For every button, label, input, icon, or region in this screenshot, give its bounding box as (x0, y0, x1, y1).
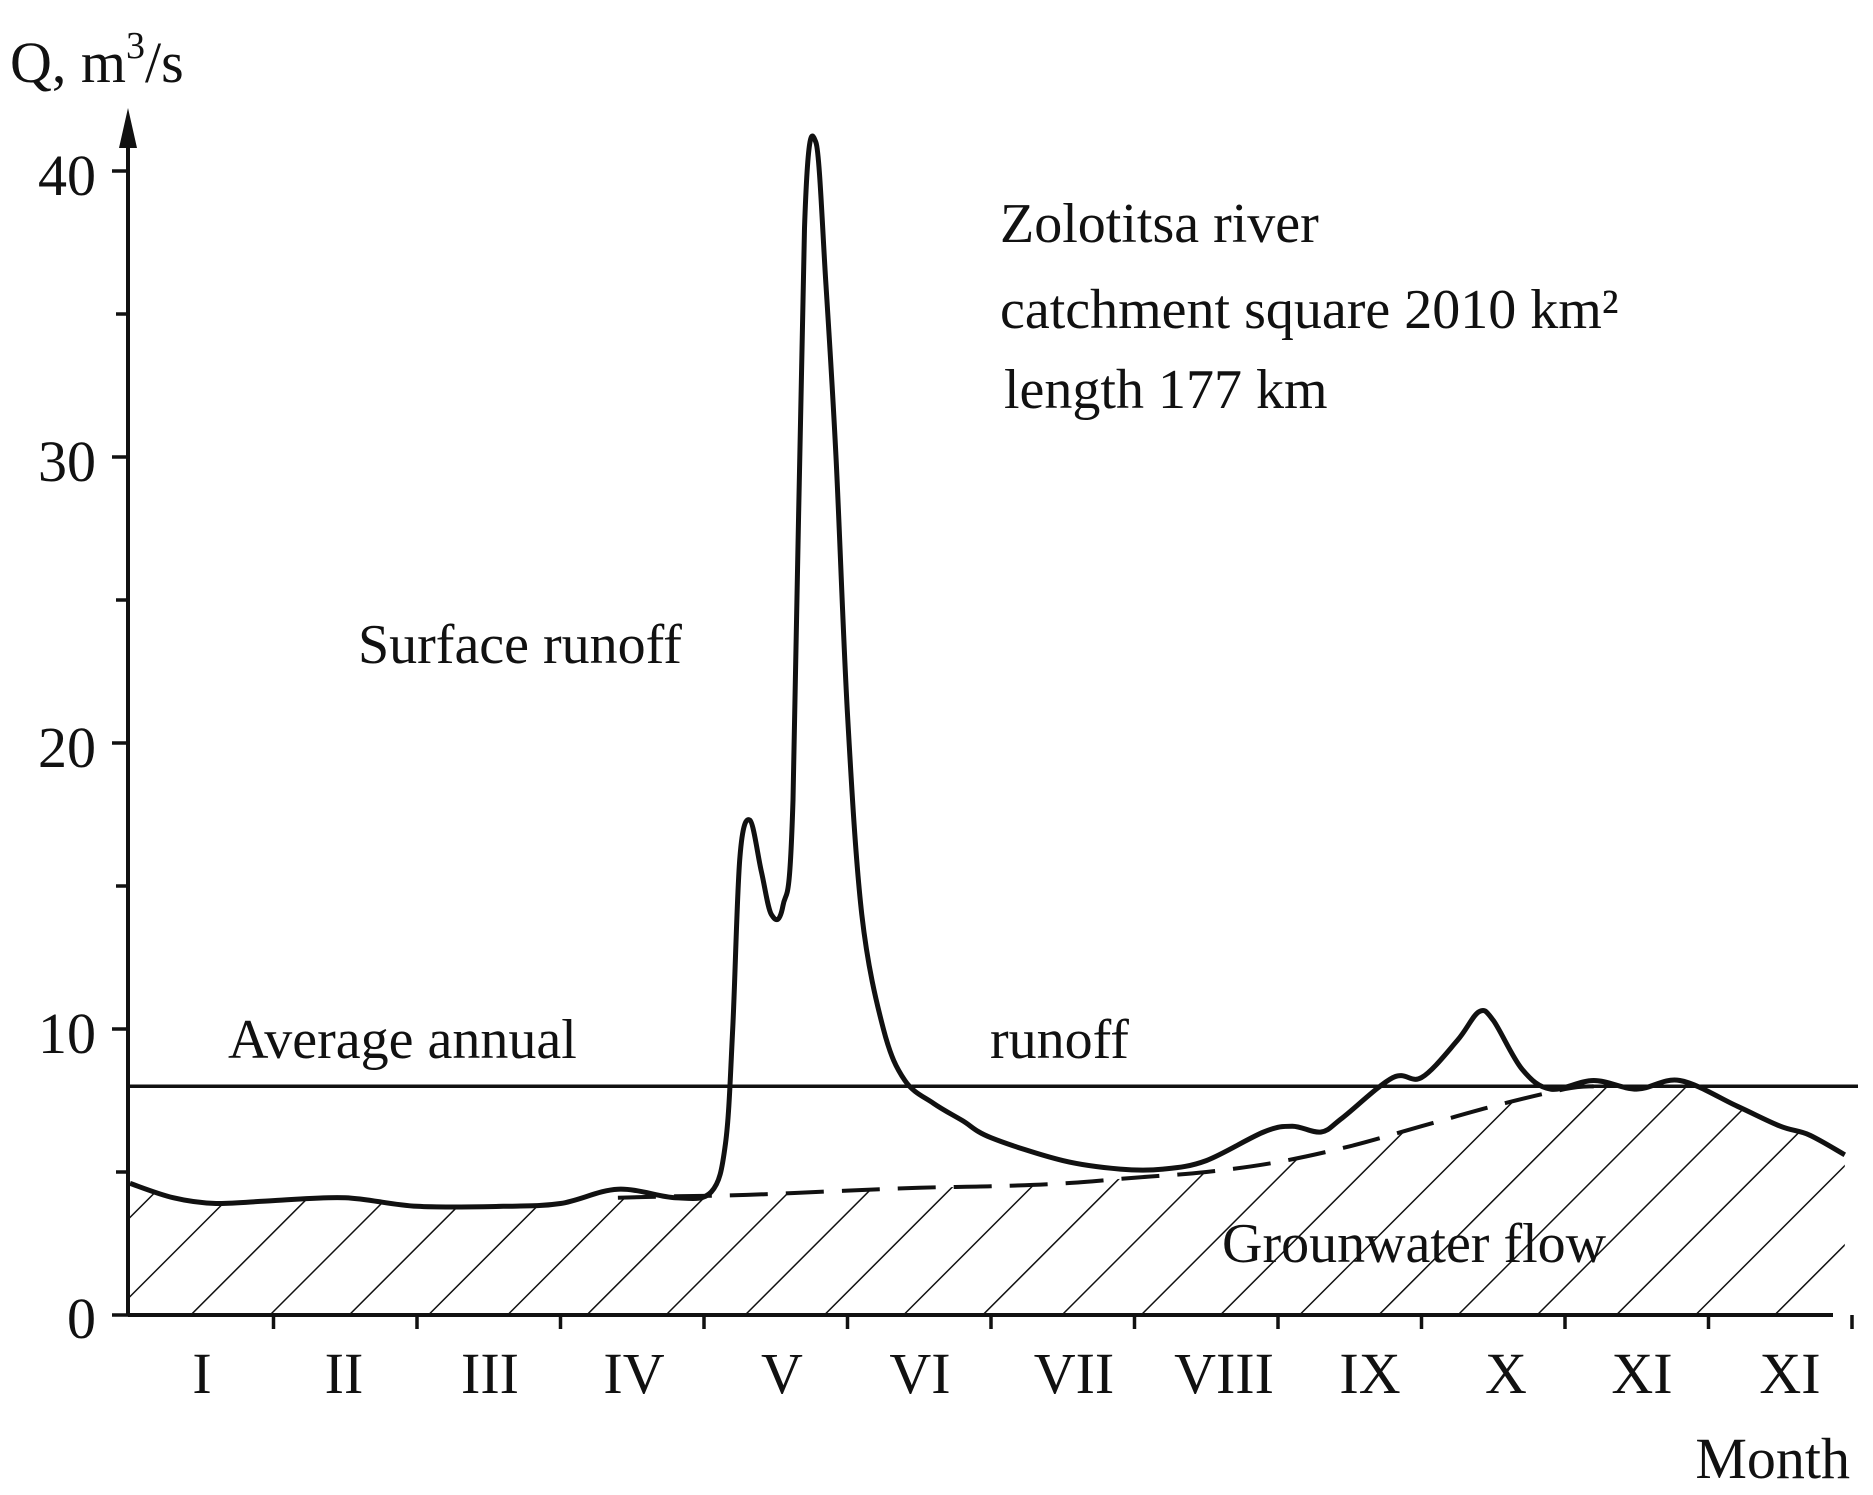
surface-runoff-label: Surface runoff (358, 614, 682, 676)
y-tick-label-20: 20 (38, 715, 96, 780)
y-tick-label-0: 0 (67, 1286, 96, 1351)
y-tick-label-30: 30 (38, 429, 96, 494)
x-axis-label: Month (1695, 1426, 1850, 1491)
runoff-label: runoff (990, 1009, 1129, 1071)
chart-title: Zolotitsa river (1000, 193, 1319, 255)
x-tick-label-8: VIII (1174, 1341, 1274, 1406)
x-tick-label-3: III (461, 1341, 519, 1406)
catchment-area-label: catchment square 2010 km² (1000, 279, 1619, 341)
x-ticks (271, 1315, 1854, 1329)
x-tick-label-11: XI (1611, 1341, 1672, 1406)
y-axis-label: Q, m3/s (10, 25, 184, 95)
x-tick-label-7: VII (1034, 1341, 1115, 1406)
x-tick-label-1: I (192, 1341, 211, 1406)
x-tick-label-4: IV (603, 1341, 664, 1406)
x-tick-label-6: VI (889, 1341, 950, 1406)
x-tick-label-2: II (325, 1341, 364, 1406)
average-annual-label: Average annual (228, 1009, 577, 1071)
x-tick-label-9: IX (1339, 1341, 1400, 1406)
hydrograph-line (129, 133, 1847, 1210)
x-tick-label-10: X (1485, 1341, 1527, 1406)
y-tick-label-40: 40 (38, 143, 96, 208)
y-ticks (112, 169, 128, 1317)
groundwater-baseline-dashed (617, 1084, 1594, 1200)
river-length-label: length 177 km (1004, 359, 1328, 421)
x-tick-label-5: V (761, 1341, 803, 1406)
y-tick-label-10: 10 (38, 1001, 96, 1066)
y-axis-arrow-icon (119, 108, 137, 148)
groundwater-hatch (130, 1086, 1845, 1315)
x-tick-label-12: XI (1759, 1341, 1820, 1406)
groundwater-flow-label: Grounwater flow (1222, 1213, 1607, 1275)
